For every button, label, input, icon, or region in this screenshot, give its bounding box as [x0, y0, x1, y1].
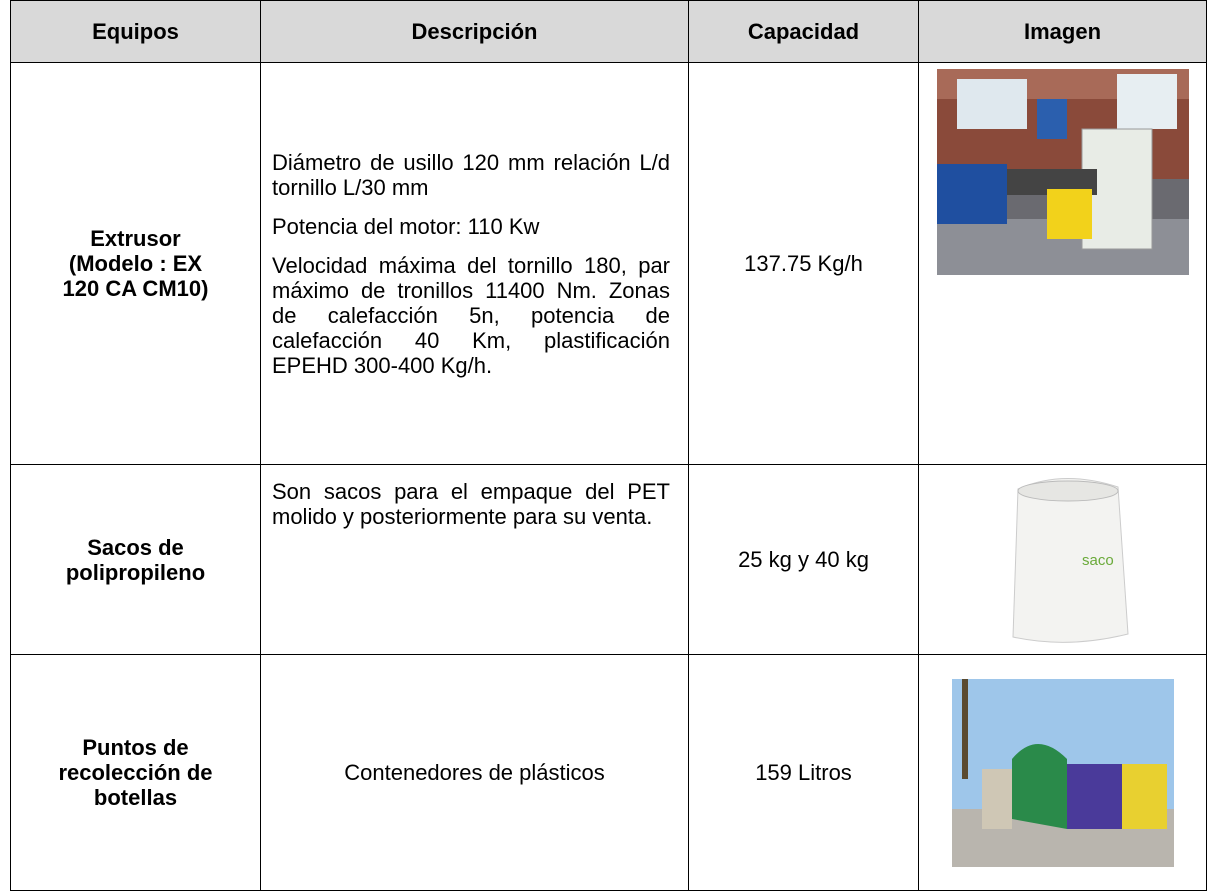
equipment-line: polipropileno	[65, 559, 206, 585]
capacity-cell: 137.75 Kg/h	[688, 62, 919, 465]
containers-image	[951, 679, 1174, 867]
capacity-cell: 159 Litros	[688, 654, 919, 891]
header-cell: Equipos	[10, 0, 261, 63]
header-cell: Capacidad	[688, 0, 919, 63]
description: Potencia del motor: 110 Kw	[272, 213, 540, 239]
description: Son sacos para el empaque del PET molido…	[272, 479, 670, 529]
equipment-line: Sacos de	[87, 534, 184, 560]
header-cell: Descripción	[260, 0, 689, 63]
description-cell: Contenedores de plásticos	[260, 654, 689, 891]
capacity-cell: 25 kg y 40 kg	[688, 464, 919, 655]
header-row: Equipos Descripción Capacidad Imagen	[10, 0, 1207, 63]
row: Sacos de polipropileno Son sacos para el …	[10, 464, 1207, 655]
equipment-line: Extrusor	[90, 226, 181, 251]
equipment-line: botellas	[93, 785, 178, 810]
equipment-line: recolección de	[58, 760, 213, 785]
equipment-cell: Sacos de polipropileno	[10, 464, 261, 655]
image-cell	[918, 62, 1207, 465]
equipment-table: Equipos Descripción Capacidad Imagen Ext…	[10, 0, 1207, 891]
image-cell	[918, 654, 1207, 891]
description: Diámetro de usillo 120 mm relación L/d t…	[272, 149, 670, 200]
description: Contenedores de plásticos	[344, 760, 605, 785]
image-cell: saco	[918, 464, 1207, 655]
description-cell: Son sacos para el empaque del PET molido…	[260, 464, 689, 655]
equipment-cell: Puntos de recolección de botellas	[10, 654, 261, 891]
equipment-line: Puntos de	[82, 735, 189, 760]
row: Extrusor (Modelo : EX 120 CA CM10) Diámetr…	[10, 62, 1207, 465]
equipment-line: (Modelo : EX	[68, 251, 203, 276]
header-cell: Imagen	[918, 0, 1207, 63]
equipment-cell: Extrusor (Modelo : EX 120 CA CM10)	[10, 62, 261, 465]
extruder-image	[936, 69, 1189, 275]
sack-image: saco	[1011, 477, 1129, 643]
equipment-line: 120 CA CM10)	[62, 276, 209, 301]
row: Puntos de recolección de botellas Contened…	[10, 654, 1207, 891]
description: Velocidad máxima del tornillo 180, par m…	[272, 252, 670, 378]
sack-label: saco	[1082, 552, 1114, 569]
description-cell: Diámetro de usillo 120 mm relación L/d t…	[260, 62, 689, 465]
